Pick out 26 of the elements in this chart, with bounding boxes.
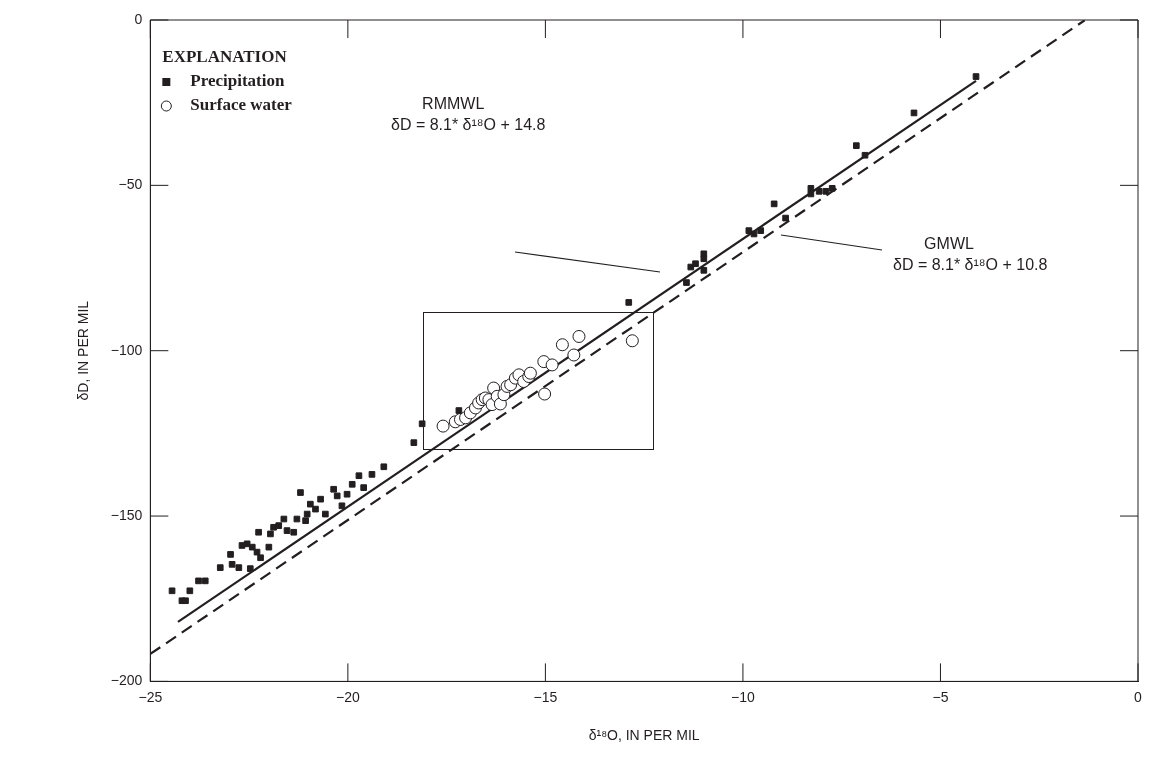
point (555, 338, 569, 352)
x-tick-label: −20 (335, 688, 360, 705)
point (538, 387, 552, 401)
point (567, 348, 581, 362)
x-tick-label: −5 (932, 688, 949, 705)
y-tick-label: −100 (110, 341, 143, 358)
legend-title: EXPLANATION (162, 47, 288, 67)
y-tick-label: −150 (110, 506, 143, 523)
annotation: GMWL δD = 8.1* δ¹⁸O + 10.8 (893, 234, 1048, 275)
point (625, 334, 639, 348)
point (436, 419, 450, 433)
x-axis-title: δ¹⁸O, IN PER MIL (588, 727, 700, 744)
x-tick-label: 0 (1134, 688, 1143, 705)
y-tick-label: 0 (134, 10, 143, 27)
x-tick-label: −25 (138, 688, 163, 705)
y-tick-label: −200 (110, 672, 143, 689)
point (523, 366, 537, 380)
legend-label: Surface water (190, 95, 293, 115)
x-tick-label: −10 (731, 688, 756, 705)
point (572, 329, 586, 343)
y-tick-label: −50 (118, 176, 143, 193)
legend-label: Precipitation (190, 71, 285, 91)
point (545, 358, 559, 372)
y-axis-title: δD, IN PER MIL (75, 300, 92, 401)
x-tick-label: −15 (533, 688, 558, 705)
annotation: RMMWL δD = 8.1* δ¹⁸O + 14.8 (391, 94, 546, 135)
